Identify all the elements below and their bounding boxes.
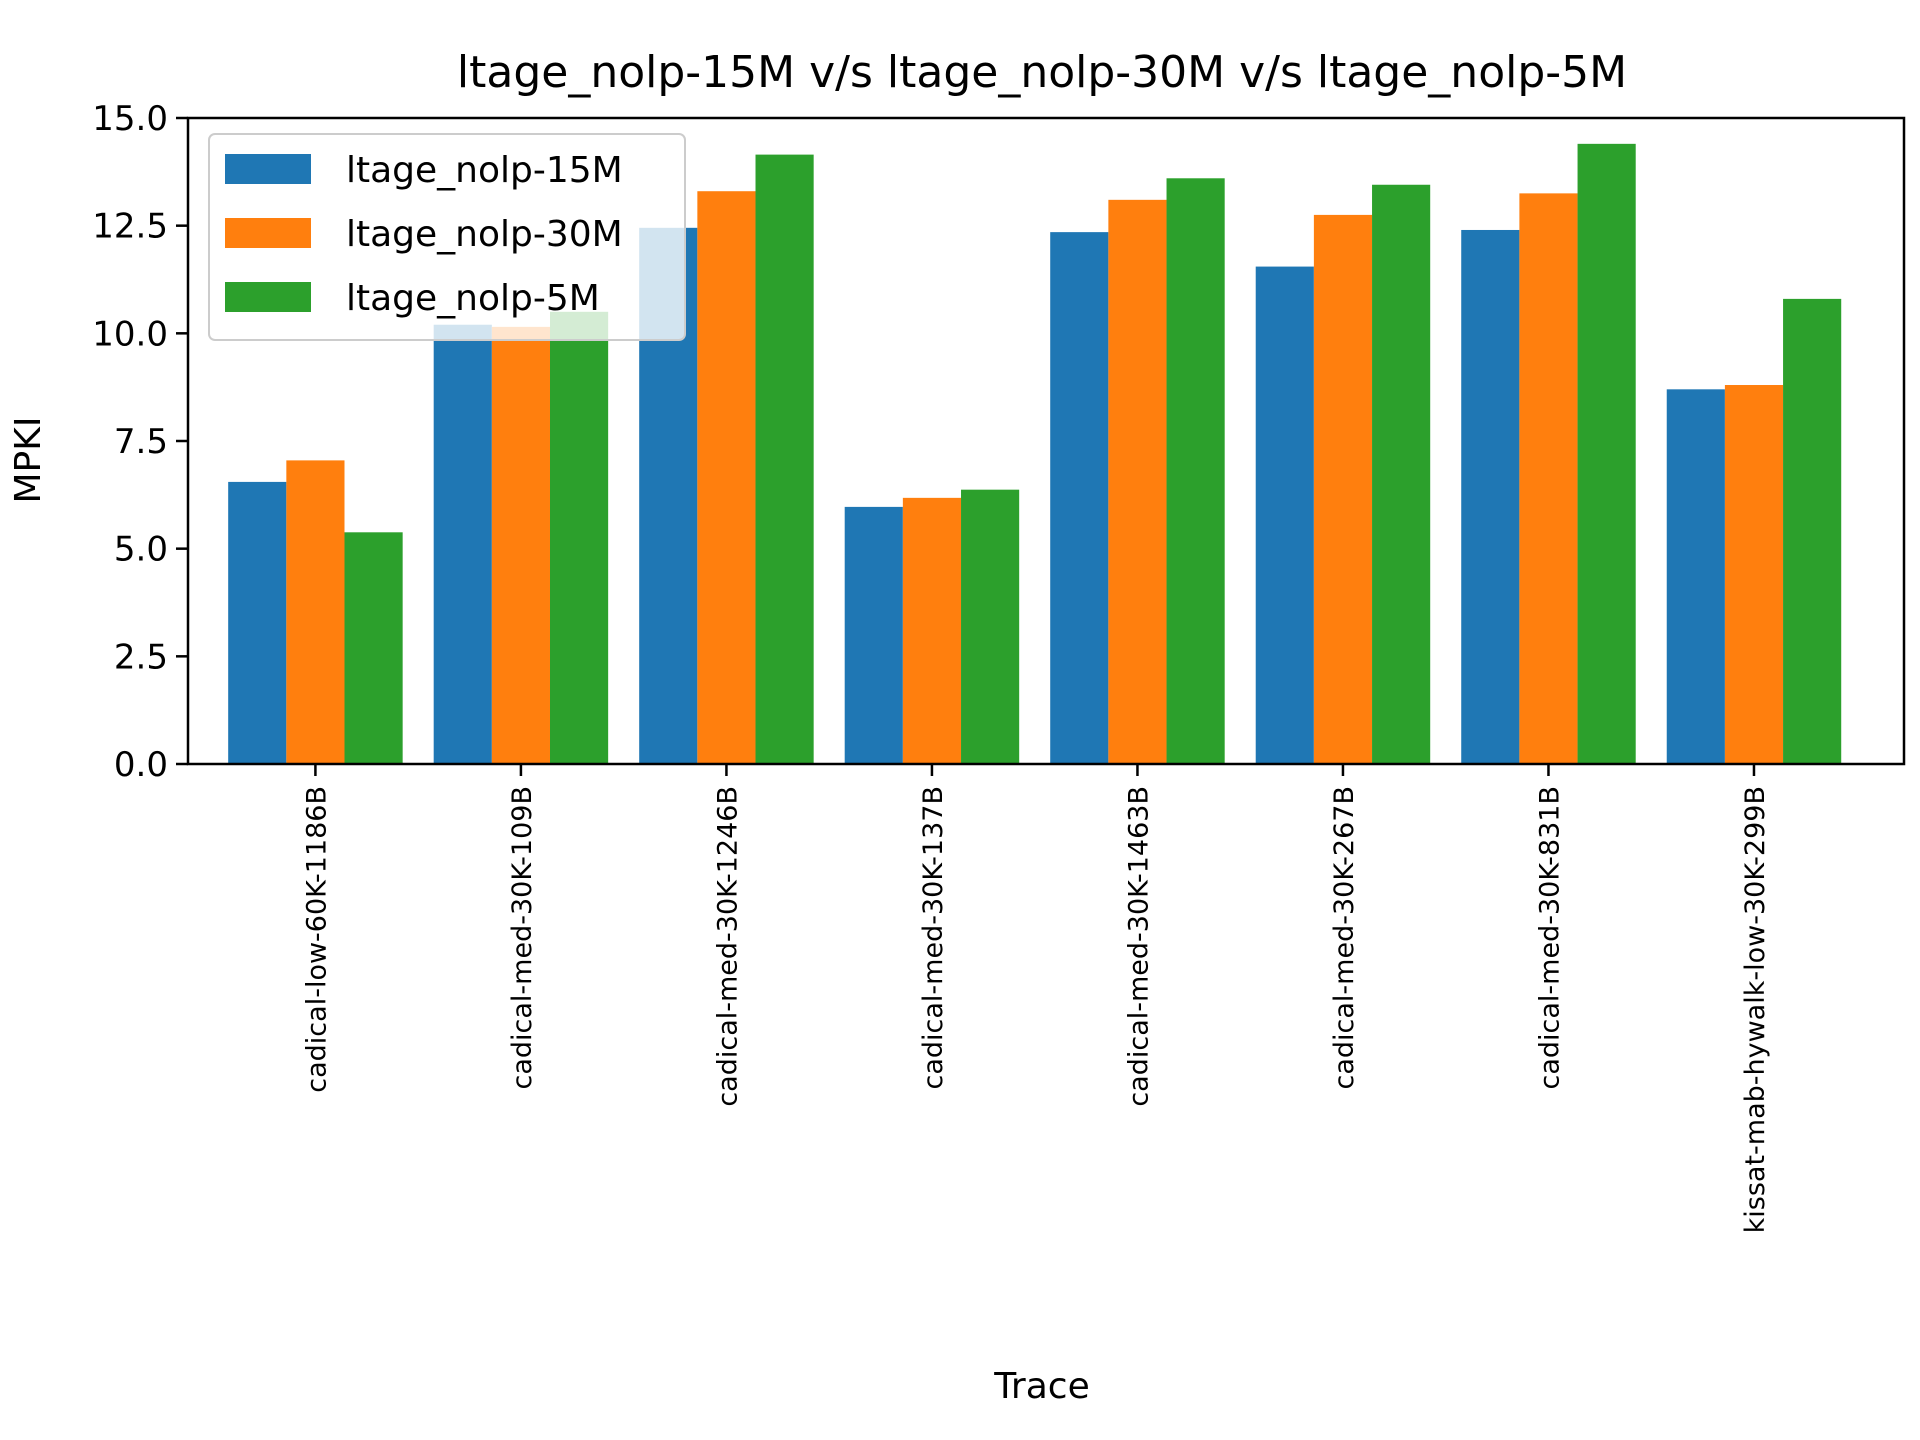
bar-2-5 [1108,199,1167,764]
legend-swatch-1 [225,154,311,184]
legend-label-1: ltage_nolp-15M [346,150,623,191]
legend-swatch-2 [225,218,311,248]
legend: ltage_nolp-15M ltage_nolp-30M ltage_nolp-5… [208,133,686,341]
bar-1-5 [1050,232,1109,764]
x-tick-label: cadical-med-30K-1463B [1123,786,1154,1107]
x-tick-label: cadical-med-30K-831B [1534,786,1565,1090]
bar-1-1 [228,481,287,764]
y-tick-label: 2.5 [114,637,168,677]
bar-2-2 [491,326,551,764]
x-tick-label: cadical-low-60K-1186B [301,786,332,1093]
bar-1-4 [844,506,903,764]
x-tick-label: cadical-med-30K-137B [918,786,949,1090]
bar-2-6 [1313,214,1373,764]
bar-1-6 [1255,266,1314,764]
y-axis-label: MPKI [8,417,49,504]
x-tick-label: cadical-med-30K-109B [507,786,538,1090]
y-tick-label: 15.0 [92,99,168,139]
bar-3-3 [755,154,814,765]
bar-1-8 [1666,389,1725,764]
bars-group [228,143,1842,765]
bar-2-3 [697,191,756,764]
legend-swatch-3 [225,282,311,312]
x-axis: cadical-low-60K-1186B cadical-med-30K-109… [301,764,1771,1233]
y-tick-label: 12.5 [92,207,168,247]
x-tick-label: kissat-mab-hywalk-low-30K-299B [1740,786,1771,1233]
bar-3-7 [1577,143,1636,765]
bar-3-8 [1783,298,1842,764]
x-tick-label: cadical-med-30K-1246B [712,786,743,1107]
legend-label-3: ltage_nolp-5M [346,278,600,319]
bar-1-7 [1461,229,1520,765]
bar-2-7 [1519,193,1578,764]
y-tick-label: 0.0 [114,745,168,785]
y-tick-label: 10.0 [92,314,168,354]
x-tick-label: cadical-med-30K-267B [1329,786,1360,1090]
bar-3-4 [961,489,1020,764]
legend-label-2: ltage_nolp-30M [346,214,623,255]
y-tick-label: 5.0 [114,530,168,570]
bar-2-8 [1724,385,1784,764]
y-axis: 0.0 2.5 5.0 7.5 10.0 12.5 15.0 [92,99,188,785]
x-axis-label: Trace [993,1366,1090,1407]
bar-3-6 [1372,184,1431,764]
bar-3-5 [1166,178,1225,765]
bar-2-1 [286,460,345,764]
bar-1-2 [433,324,492,764]
chart-title: ltage_nolp-15M v/s ltage_nolp-30M v/s lt… [457,47,1627,98]
y-tick-label: 7.5 [114,422,168,462]
bar-2-4 [902,497,962,764]
plot-frame [186,116,1906,766]
legend-box [208,133,686,341]
bar-3-1 [344,532,403,764]
bar-3-2 [550,311,609,764]
